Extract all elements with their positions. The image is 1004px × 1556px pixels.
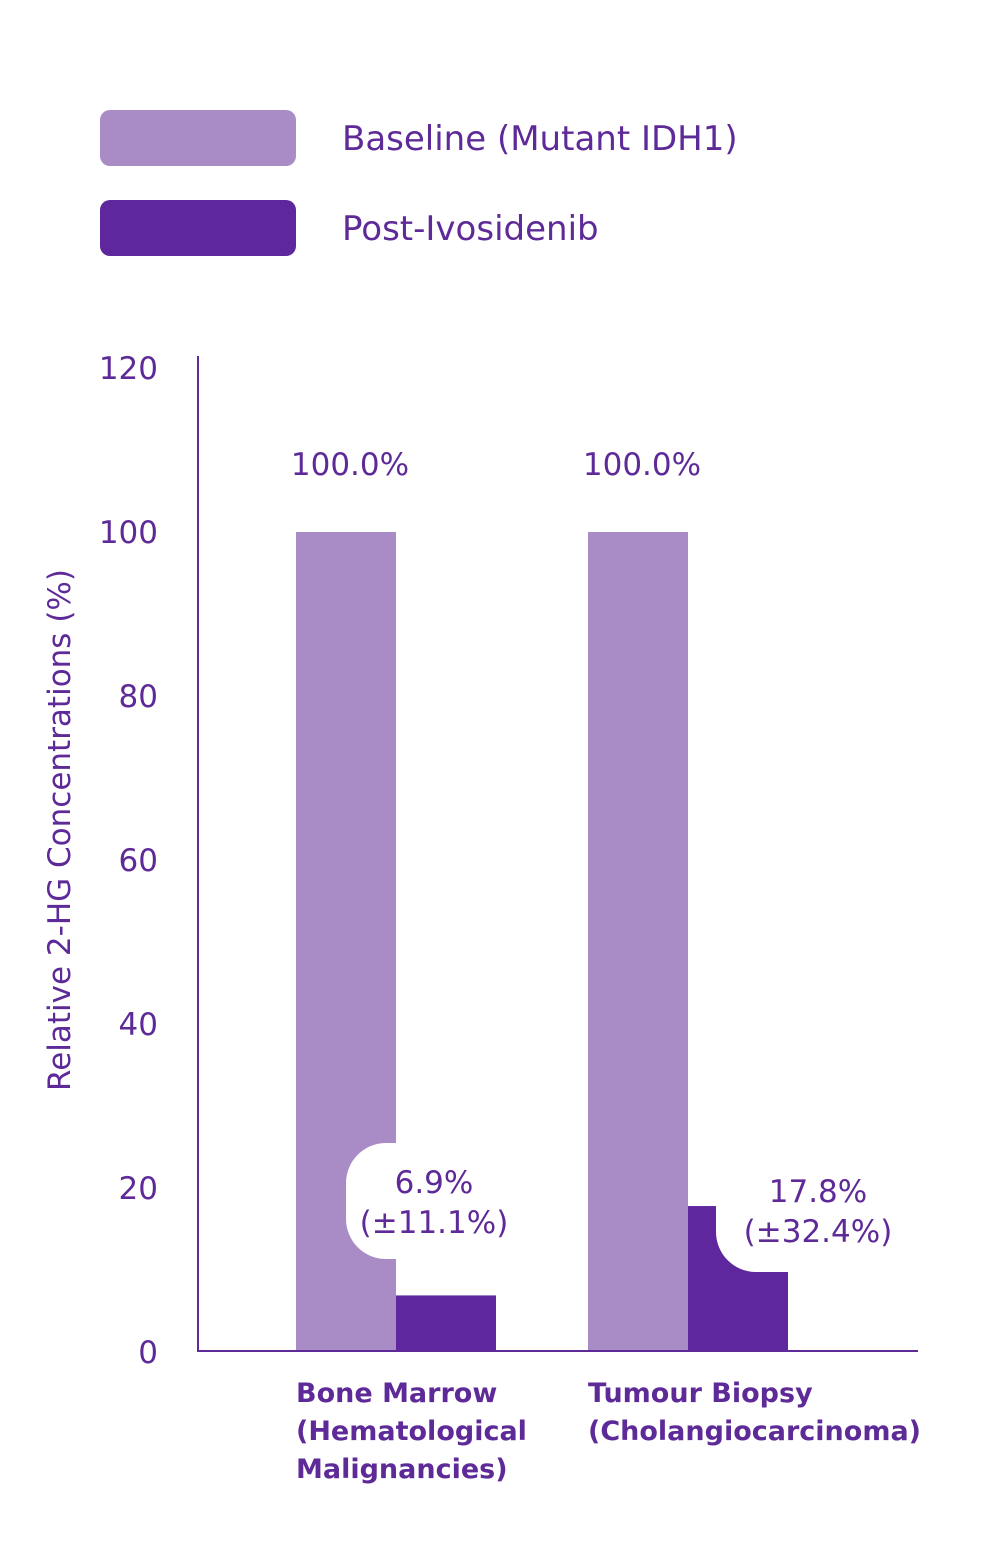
legend-label-baseline: Baseline (Mutant IDH1) [342,119,738,159]
y-axis-ticks: 0 20 40 60 80 100 120 [99,351,158,1371]
y-tick-label: 20 [119,1171,158,1207]
bar-post-ivosidenib [396,1295,496,1352]
category-label: Bone Marrow [296,1378,497,1409]
y-tick-label: 60 [119,843,158,879]
value-label-baseline: 100.0% [583,447,701,483]
category-label: Malignancies) [296,1454,508,1485]
value-callout [716,1150,912,1272]
value-label-post: (±32.4%) [744,1214,893,1250]
legend-swatch-baseline [100,110,296,166]
value-label-post: 17.8% [769,1174,867,1210]
y-tick-label: 0 [138,1335,158,1371]
value-labels: 100.0% 100.0% 6.9% (±11.1%) 17.8% (±32.4%) [291,447,912,1272]
value-label-baseline: 100.0% [291,447,409,483]
y-axis-label: Relative 2-HG Concentrations (%) [42,569,78,1091]
value-callout [346,1143,514,1259]
category-label: (Cholangiocarcinoma) [588,1416,921,1447]
category-label: Tumour Biopsy [588,1378,813,1409]
y-tick-label: 40 [119,1007,158,1043]
legend-swatch-post [100,200,296,256]
category-label: (Hematological [296,1416,527,1447]
value-label-post: 6.9% [395,1165,474,1201]
bar-baseline [588,532,688,1352]
y-tick-label: 80 [119,679,158,715]
y-tick-label: 120 [99,351,158,387]
value-label-post: (±11.1%) [360,1205,509,1241]
category-labels: Bone Marrow (Hematological Malignancies) Tu… [296,1378,921,1485]
y-tick-label: 100 [99,515,158,551]
legend-label-post: Post-Ivosidenib [342,209,599,249]
legend: Baseline (Mutant IDH1) Post-Ivosidenib [100,110,738,256]
